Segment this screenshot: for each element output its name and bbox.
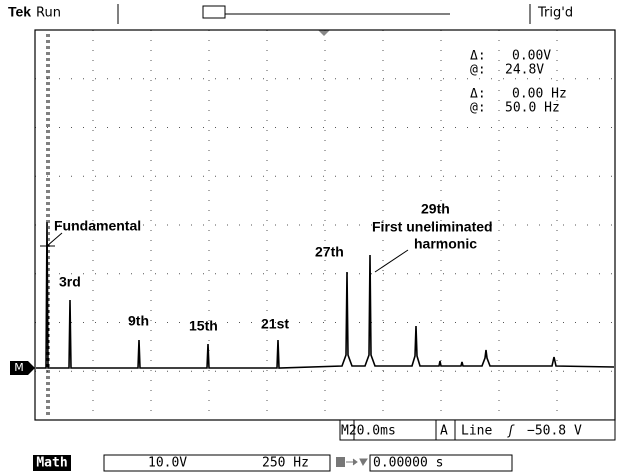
record-window xyxy=(203,6,225,18)
cursor-value: 0.00V xyxy=(512,49,551,64)
math-position: 0.00000 s xyxy=(373,456,443,471)
trigger-level: −50.8 V xyxy=(527,424,582,439)
annotation: harmonic xyxy=(414,236,477,252)
math-scale: 10.0V xyxy=(148,456,187,471)
brand: Tek xyxy=(8,4,31,20)
annotation: 21st xyxy=(261,316,289,332)
trigger-icon xyxy=(346,459,367,465)
cursor-symbol: @: xyxy=(470,63,486,78)
horizontal-scale: M20.0ms xyxy=(341,424,396,439)
trigger-position xyxy=(318,30,330,36)
math-label: Math xyxy=(36,456,67,471)
annotation: 27th xyxy=(315,244,344,260)
cursor-symbol: @: xyxy=(470,101,486,116)
annotation: 9th xyxy=(128,313,149,329)
annotation: 15th xyxy=(189,318,218,334)
trigger-status: Trig'd xyxy=(537,6,573,21)
trigger-icon xyxy=(336,457,345,467)
trigger-source: Line xyxy=(461,424,492,439)
source-label: A xyxy=(440,424,448,439)
annotation: 3rd xyxy=(59,274,81,290)
run-status: Run xyxy=(36,6,61,21)
ground-marker: M xyxy=(14,361,24,374)
scope-screen: Tek Run Trig'd Fundamental 3rd 9th 15th … xyxy=(0,0,624,475)
cursor-symbol: Δ: xyxy=(470,49,486,64)
trigger-slope: ʃ xyxy=(507,424,515,439)
pointer xyxy=(375,250,408,272)
cursor-value: 50.0 Hz xyxy=(505,101,560,116)
cursor-symbol: Δ: xyxy=(470,87,486,102)
cursor-value: 0.00 Hz xyxy=(512,87,567,102)
cursor-value: 24.8V xyxy=(505,63,544,78)
annotation: First uneliminated xyxy=(372,219,493,235)
math-span: 250 Hz xyxy=(262,456,309,471)
annotation: Fundamental xyxy=(54,218,141,234)
annotation: 29th xyxy=(421,201,450,217)
